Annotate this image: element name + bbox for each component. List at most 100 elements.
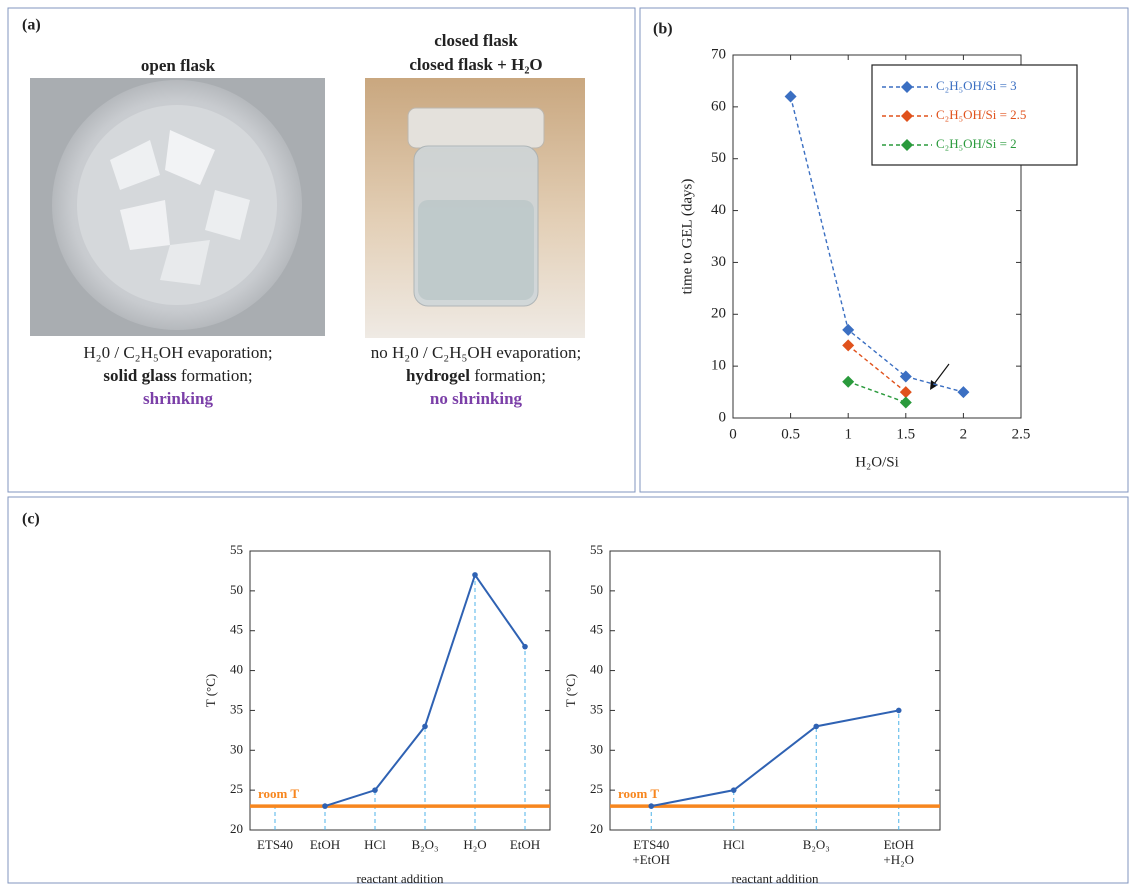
y-tick-label: 20: [590, 821, 603, 836]
x-tick-label: B₂O₃: [803, 837, 830, 852]
reference-label: room T: [618, 786, 659, 801]
point: [899, 370, 912, 383]
panel-label: (b): [653, 21, 673, 38]
plot-frame: [249, 550, 551, 831]
legend-marker: [901, 139, 913, 151]
x-tick-label: 0.5: [781, 426, 800, 442]
y-tick-label: 50: [590, 582, 603, 597]
y-tick-label: 30: [230, 741, 243, 756]
caption: H₂0 / C₂H₅OH evaporation;: [83, 343, 272, 362]
photo-title: closed flask: [434, 31, 518, 50]
caption: solid glass formation;: [103, 366, 252, 385]
x-tick-label: 1: [844, 426, 852, 442]
point: [842, 339, 855, 352]
legend-label: C₂H₅OH/Si = 2.5: [936, 107, 1026, 122]
plot-frame: [732, 54, 1022, 419]
y-axis-label: T (°C): [203, 674, 218, 707]
point: [322, 803, 328, 809]
x-tick-label: 2: [960, 426, 968, 442]
x-tick-label: HCl: [364, 837, 386, 852]
x-tick-label: +H₂O: [883, 852, 914, 867]
legend-marker: [901, 110, 913, 122]
y-tick-label: 35: [230, 701, 243, 716]
x-tick-label: EtOH: [310, 837, 340, 852]
legend-label: C₂H₅OH/Si = 3: [936, 78, 1017, 93]
point: [648, 803, 655, 809]
point: [842, 375, 855, 388]
y-tick-label: 50: [711, 150, 726, 166]
caption: shrinking: [143, 389, 213, 408]
point: [899, 386, 912, 399]
photo-title: open flask: [141, 56, 216, 75]
photo-closed-flask: [365, 78, 585, 338]
caption-bold: solid glass: [103, 366, 177, 385]
panel-frame: [639, 7, 1129, 493]
point: [895, 707, 902, 714]
x-axis-label: reactant addition: [732, 871, 819, 885]
point: [372, 787, 378, 793]
photo-open-flask: [30, 78, 325, 336]
x-tick-label: EtOH: [884, 837, 914, 852]
caption-bold: hydrogel: [406, 366, 470, 385]
panel-label: (a): [22, 17, 41, 34]
y-tick-label: 10: [711, 358, 726, 374]
y-tick-label: 40: [590, 662, 603, 677]
x-axis-label: H₂O/Si: [855, 454, 899, 470]
y-tick-label: 70: [711, 46, 726, 62]
arrow: [930, 363, 950, 390]
y-tick-label: 50: [230, 582, 243, 597]
point: [957, 386, 970, 399]
caption: hydrogel formation;: [406, 366, 546, 385]
y-tick-label: 30: [711, 254, 726, 270]
x-tick-label: +EtOH: [632, 852, 670, 867]
y-tick-label: 55: [590, 542, 603, 557]
series-line: [651, 709, 899, 808]
point: [813, 723, 820, 730]
y-tick-label: 0: [719, 409, 727, 425]
legend-label: C₂H₅OH/Si = 2: [936, 136, 1017, 151]
y-tick-label: 40: [230, 662, 243, 677]
y-tick-label: 40: [711, 202, 726, 218]
y-tick-label: 30: [590, 741, 603, 756]
reference-label: room T: [258, 786, 299, 801]
y-axis-label: T (°C): [563, 674, 578, 707]
x-tick-label: ETS40: [633, 837, 669, 852]
point: [472, 572, 478, 578]
panel-frame: [7, 496, 1129, 884]
caption: no H₂0 / C₂H₅OH evaporation;: [371, 343, 581, 362]
y-tick-label: 25: [590, 781, 603, 796]
y-tick-label: 45: [590, 622, 603, 637]
series-line: [847, 381, 907, 404]
series-line: [789, 96, 964, 393]
point: [899, 396, 912, 409]
series-line: [847, 344, 907, 393]
point: [784, 90, 797, 103]
x-tick-label: 1.5: [896, 426, 915, 442]
y-axis-label: time to GEL (days): [679, 179, 695, 295]
point: [522, 643, 528, 650]
plot-frame: [609, 550, 941, 831]
caption-part: formation;: [177, 366, 253, 385]
y-tick-label: 35: [590, 701, 603, 716]
x-tick-label: EtOH: [510, 837, 540, 852]
point: [842, 323, 855, 336]
x-tick-label: ETS40: [257, 837, 293, 852]
photo-title: closed flask + H₂O: [409, 55, 542, 74]
point: [422, 723, 428, 730]
y-tick-label: 25: [230, 781, 243, 796]
x-tick-label: 2.5: [1012, 426, 1031, 442]
panel-frame: [7, 7, 636, 493]
legend-marker: [901, 81, 913, 93]
x-axis-label: reactant addition: [357, 871, 444, 885]
y-tick-label: 45: [230, 622, 243, 637]
x-tick-label: H₂O: [463, 837, 486, 852]
y-tick-label: 60: [711, 98, 726, 114]
panel-label: (c): [22, 511, 40, 528]
caption: no shrinking: [430, 389, 523, 408]
x-tick-label: HCl: [723, 837, 745, 852]
y-tick-label: 55: [230, 542, 243, 557]
caption-part: formation;: [470, 366, 546, 385]
point: [730, 787, 737, 793]
